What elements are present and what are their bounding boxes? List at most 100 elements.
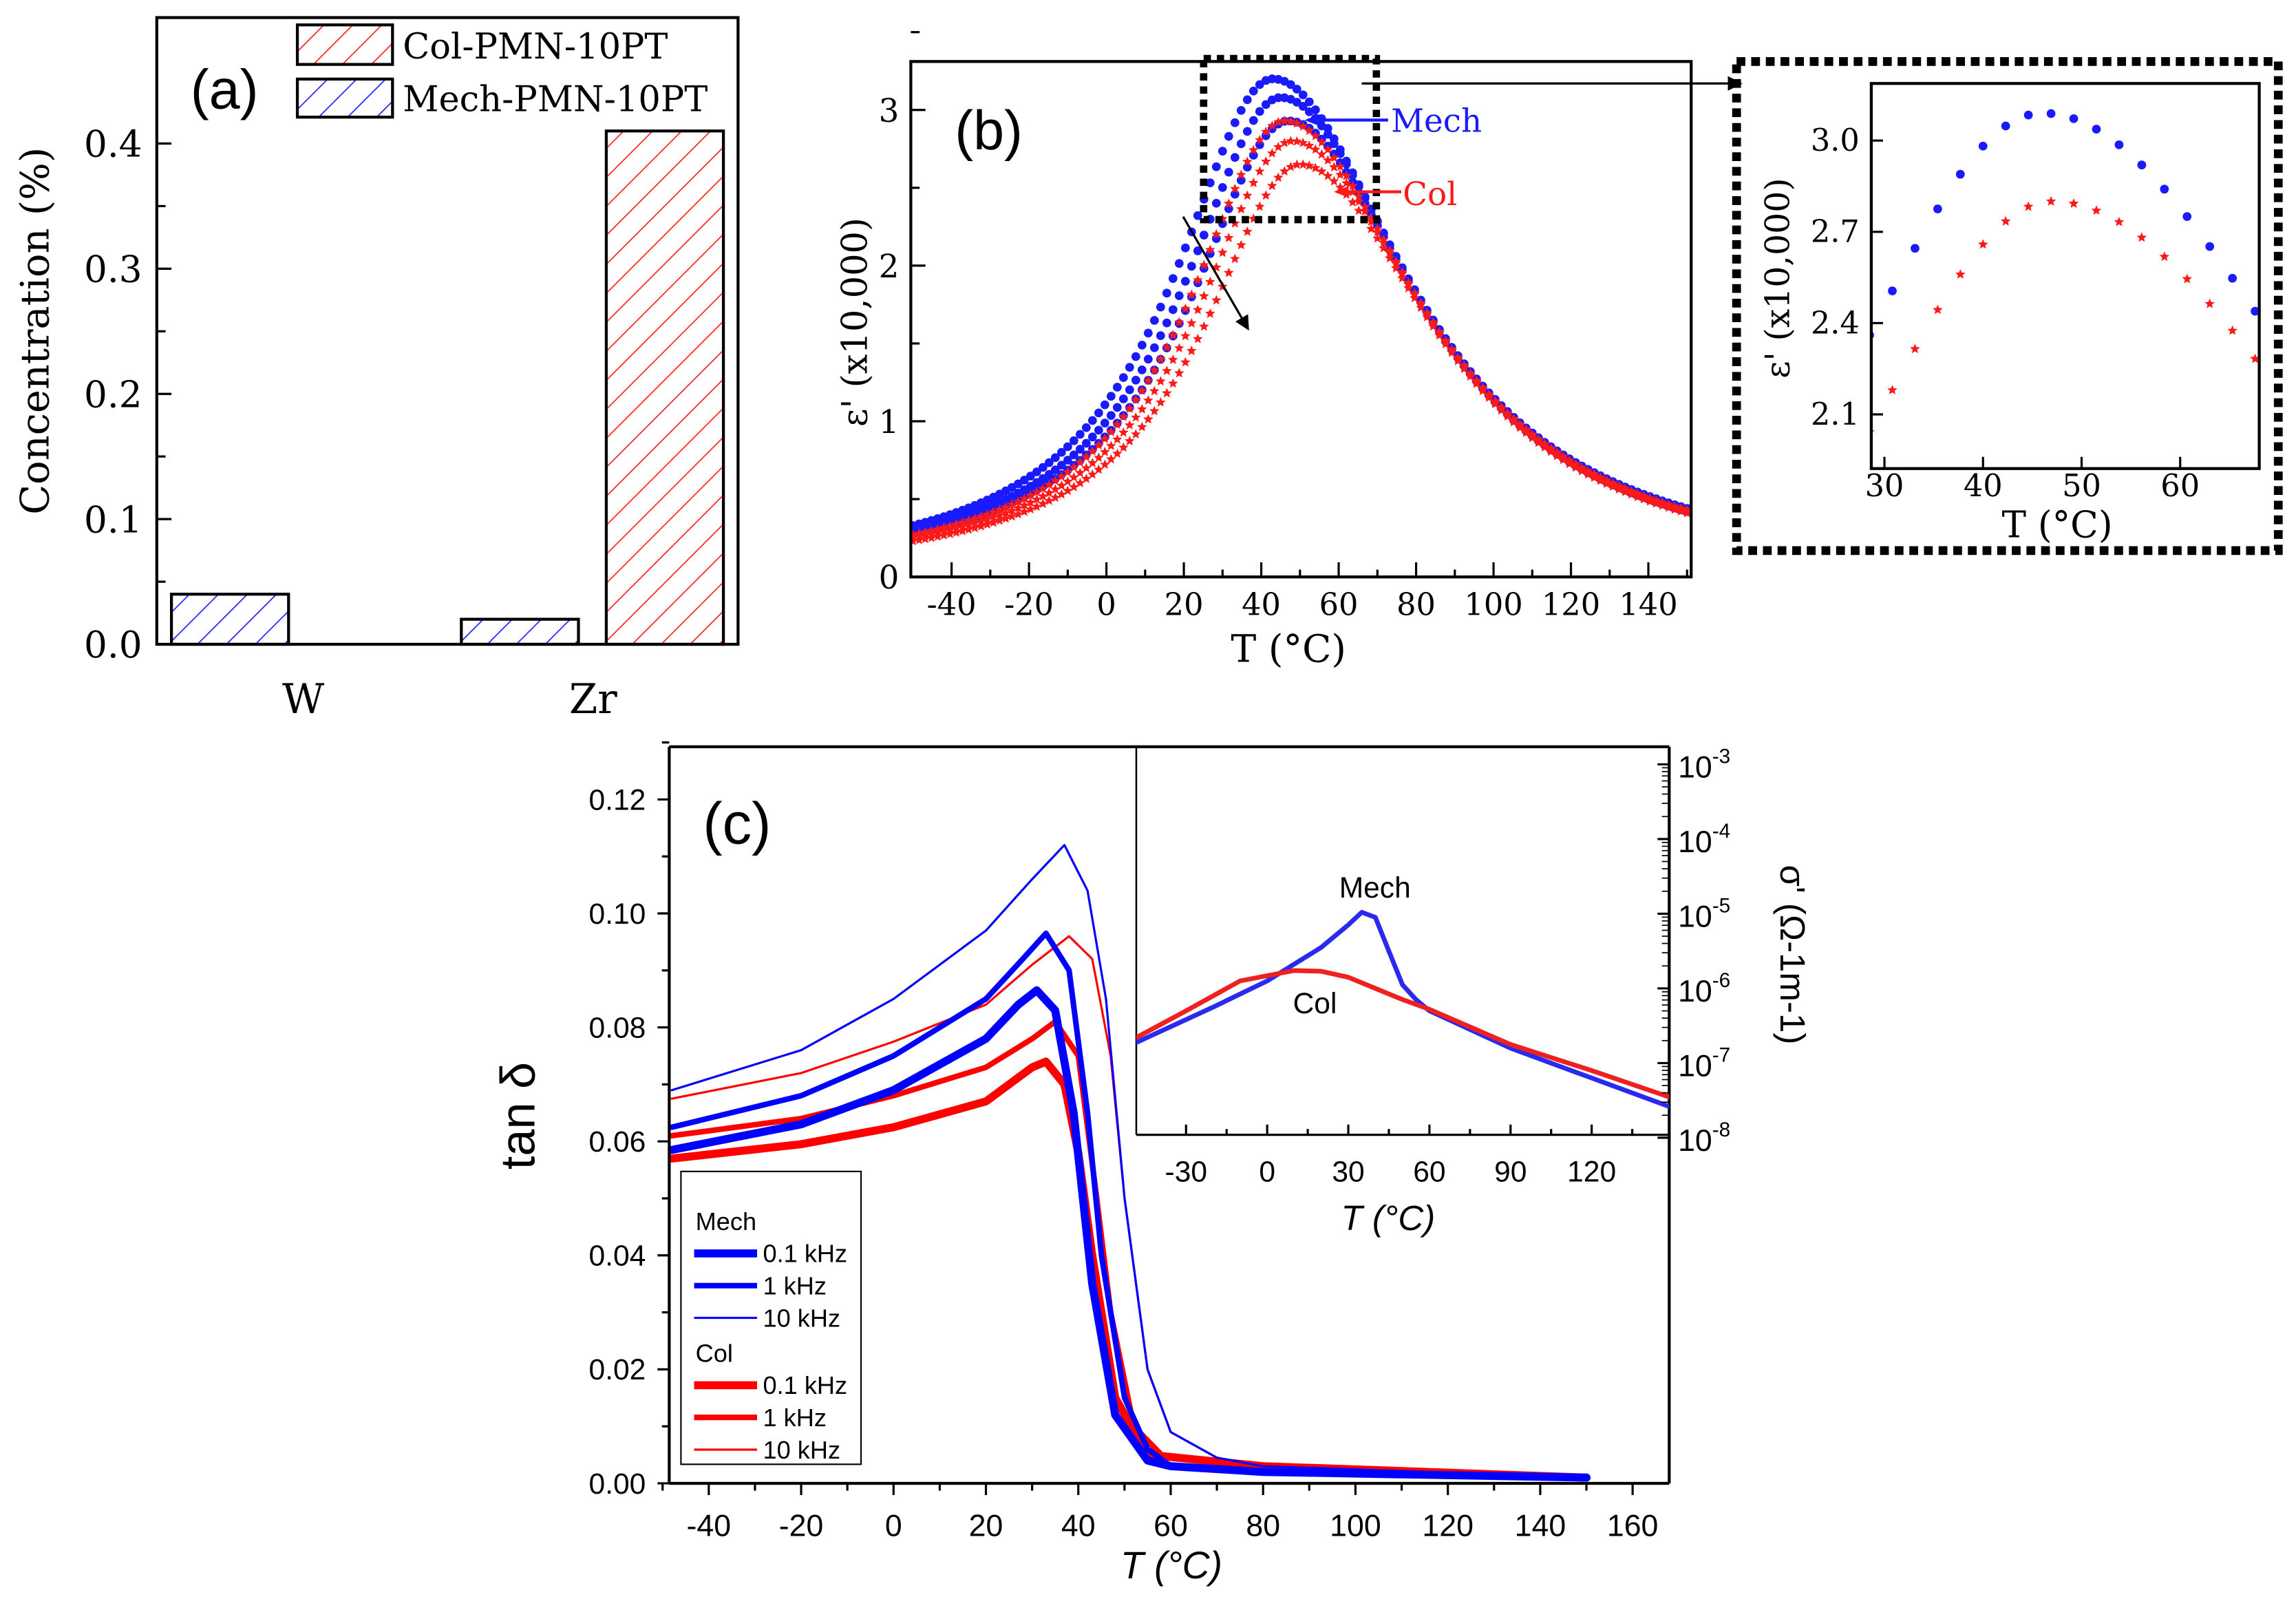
y-tick-exponent: -3	[1712, 745, 1730, 767]
data-point-star	[1255, 166, 1265, 176]
data-point-star	[981, 519, 992, 529]
y-tick-label: 2.4	[1811, 305, 1860, 341]
data-point-circle	[1025, 472, 1035, 481]
x-tick-label: 0	[885, 1510, 902, 1543]
x-tick-label: -40	[687, 1510, 732, 1543]
data-point-circle	[1180, 243, 1190, 253]
data-point-star	[988, 507, 999, 517]
data-point-star	[2091, 205, 2102, 215]
data-point-star	[1168, 378, 1178, 388]
data-point-star	[1105, 426, 1116, 436]
series-line-col	[1136, 968, 1670, 1100]
data-point-star	[1186, 289, 1197, 299]
data-point-star	[1056, 489, 1067, 499]
data-point-star	[1013, 496, 1023, 506]
data-point-circle	[1075, 445, 1085, 454]
data-point-star	[1050, 492, 1061, 502]
data-point-star	[1328, 162, 1339, 172]
x-tick-label: 20	[969, 1510, 1003, 1543]
data-point-star	[1335, 169, 1346, 180]
data-point-star	[1112, 448, 1123, 458]
data-point-star	[1292, 136, 1302, 146]
y-axis-label: ε' (x10,000)	[1758, 178, 1798, 379]
legend-entry-label: 10 kHz	[763, 1304, 841, 1332]
data-point-star	[1266, 148, 1277, 158]
data-point-star	[1032, 494, 1042, 504]
data-point-star	[1131, 429, 1141, 439]
data-point-star	[1193, 275, 1203, 285]
data-point-star	[988, 517, 999, 527]
data-point-circle	[1298, 90, 1308, 100]
data-point-star	[1379, 242, 1389, 253]
data-point-circle	[1298, 102, 1308, 111]
data-point-star	[1100, 459, 1110, 469]
data-point-star	[1403, 282, 1414, 293]
data-point-star	[1620, 487, 1630, 496]
y-tick-label: 2	[879, 248, 900, 286]
x-tick-label: 30	[1865, 468, 1904, 504]
data-point-circle	[1187, 262, 1196, 271]
bar-zr-mech	[460, 617, 580, 646]
x-tick-label: 30	[1332, 1156, 1364, 1189]
data-point-star	[1236, 240, 1246, 250]
data-point-star	[2045, 195, 2056, 206]
data-point-circle	[2001, 121, 2010, 131]
data-point-star	[1118, 427, 1129, 437]
data-point-circle	[1106, 411, 1116, 421]
data-point-star	[1112, 434, 1123, 444]
data-point-circle	[1230, 153, 1240, 162]
data-point-star	[1273, 116, 1284, 127]
data-point-circle	[1162, 288, 1171, 298]
data-point-star	[1255, 201, 1265, 211]
data-point-circle	[1230, 118, 1240, 127]
series-col	[911, 159, 1692, 546]
x-tick-label: -30	[1165, 1156, 1207, 1189]
data-point-star	[1204, 276, 1215, 286]
data-point-star	[1025, 497, 1036, 507]
y-tick-base: 10	[1678, 975, 1712, 1008]
data-point-star	[1910, 343, 1920, 354]
legend-label-col: Col-PMN-10PT	[403, 27, 668, 67]
data-point-star	[1977, 239, 1988, 249]
data-point-star	[1261, 190, 1271, 200]
data-point-circle	[1056, 447, 1066, 457]
data-point-circle	[1248, 86, 1258, 96]
data-point-star	[988, 512, 999, 522]
y-tick-label: 10-8	[1678, 1119, 1730, 1158]
data-point-circle	[1174, 291, 1184, 300]
data-point-circle	[1143, 328, 1153, 338]
data-point-star	[1043, 479, 1054, 489]
data-point-star	[1384, 253, 1395, 263]
data-point-star	[1161, 388, 1172, 398]
y-tick-label: 3.0	[1811, 123, 1860, 158]
data-point-star	[1322, 155, 1333, 165]
data-point-star	[1199, 321, 1209, 331]
x-tick-label: 0	[1259, 1156, 1275, 1189]
x-tick-label: -20	[779, 1510, 824, 1543]
data-point-circle	[1038, 474, 1048, 483]
data-point-star	[1242, 190, 1253, 200]
data-point-circle	[1156, 331, 1165, 340]
data-point-star	[1118, 442, 1129, 452]
panel-label: (b)	[955, 100, 1023, 162]
data-point-star	[1025, 490, 1036, 500]
data-point-star	[1248, 178, 1259, 187]
data-point-circle	[1156, 302, 1165, 312]
x-tick-label: 60	[1413, 1156, 1445, 1189]
data-point-circle	[1224, 131, 1233, 141]
data-point-star	[1242, 156, 1253, 167]
data-point-circle	[1205, 178, 1215, 188]
data-point-circle	[1075, 430, 1085, 439]
data-point-star	[1124, 420, 1135, 430]
x-tick-label: 40	[1061, 1510, 1096, 1543]
data-series-group	[1136, 909, 1670, 1110]
x-tick-label: 120	[1422, 1510, 1474, 1543]
data-point-circle	[1218, 182, 1227, 192]
data-point-star	[1341, 178, 1352, 188]
series-mech	[1871, 109, 2260, 339]
data-point-star	[1298, 159, 1308, 169]
data-point-circle	[1168, 274, 1178, 284]
inset-dotted-frame	[1732, 56, 2283, 555]
data-point-star	[939, 530, 949, 540]
